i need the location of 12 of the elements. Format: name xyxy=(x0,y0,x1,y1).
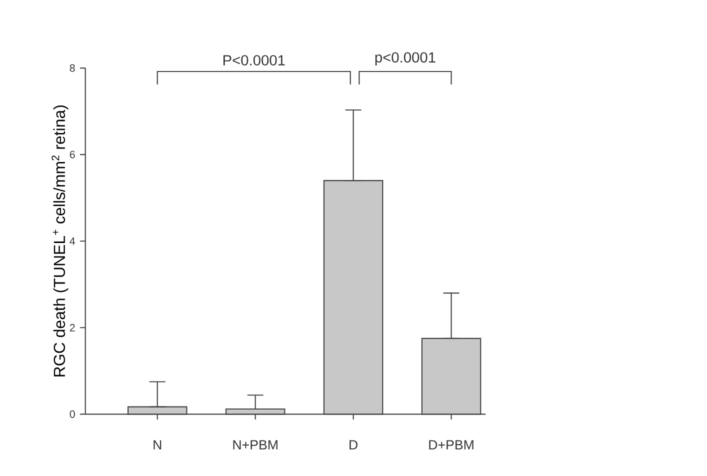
y-tick-label: 4 xyxy=(70,237,76,245)
x-tick-label: N+PBM xyxy=(233,440,278,450)
y-tick-label: 0 xyxy=(70,410,75,418)
y-tick-label: 6 xyxy=(70,150,75,158)
y-tick-label: 8 xyxy=(70,64,75,72)
text: p<0.0001 xyxy=(375,52,436,66)
y-axis-title: RGC death (TUNEL$^{+}$ cells/mm$^{2}$ retina) xyxy=(52,105,68,376)
y-tick-label: 2 xyxy=(70,324,75,332)
x-tick-label: D+PBM xyxy=(429,440,474,450)
text: P<0.0001 xyxy=(223,55,285,66)
x-tick-label: D xyxy=(350,440,358,450)
x-tick-label: N xyxy=(154,440,162,450)
